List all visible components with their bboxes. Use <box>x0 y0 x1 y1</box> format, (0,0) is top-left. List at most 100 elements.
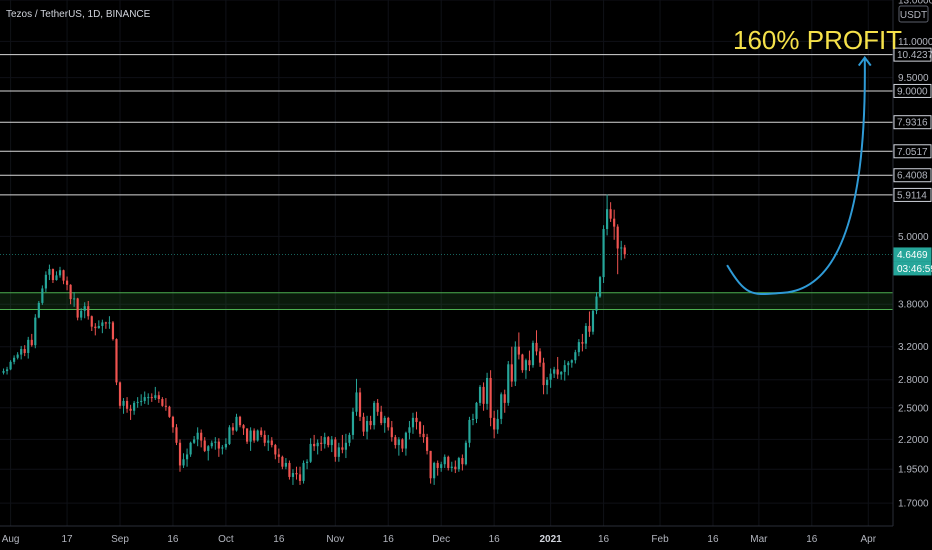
candle-body <box>376 402 379 412</box>
price-tick-label: 2.8000 <box>898 375 929 386</box>
candle <box>549 368 552 388</box>
candle-body <box>221 447 224 449</box>
candle-body <box>549 373 552 380</box>
level-price-tag-box <box>893 187 932 202</box>
candle-body <box>94 326 97 329</box>
candle-body <box>83 306 86 311</box>
candle-body <box>425 437 429 451</box>
candle-body <box>369 420 372 426</box>
candle-body <box>115 339 118 383</box>
candle-body <box>30 339 33 346</box>
candle-body <box>207 446 210 451</box>
candle <box>108 316 111 329</box>
candle <box>376 399 379 416</box>
candle <box>556 356 559 379</box>
candle-body <box>581 342 584 344</box>
candle-body <box>253 430 256 441</box>
candle-body <box>185 454 189 460</box>
candle <box>443 454 446 468</box>
candle-body <box>401 439 404 449</box>
candle <box>450 461 453 472</box>
candle <box>27 336 30 359</box>
candle-body <box>373 402 376 426</box>
candle <box>125 397 129 413</box>
candle-body <box>203 440 206 451</box>
candle-body <box>147 397 150 399</box>
candle <box>616 224 619 275</box>
projection-arrow-layer <box>726 55 872 295</box>
level-price-tag: 10.4237 <box>893 47 932 62</box>
time-tick-label: 16 <box>806 534 818 545</box>
candle <box>242 424 245 435</box>
candle-body <box>574 352 577 361</box>
candle <box>104 321 107 329</box>
candle-body <box>298 474 302 481</box>
candle-body <box>606 209 609 230</box>
candle-body <box>171 416 175 428</box>
candle-body <box>104 322 107 324</box>
candle <box>528 350 531 372</box>
candle <box>20 345 23 360</box>
candle-body <box>404 432 408 449</box>
candle-body <box>415 417 418 423</box>
candle-body <box>44 274 47 289</box>
candle <box>235 413 238 432</box>
candle-body <box>514 346 517 382</box>
candle <box>471 413 475 426</box>
candle-body <box>454 466 457 470</box>
candle-body <box>485 377 489 404</box>
candle <box>408 420 411 440</box>
candle <box>433 461 436 485</box>
candle <box>147 393 150 405</box>
last-price-tag-box <box>893 247 932 262</box>
time-tick-label: 16 <box>707 534 719 545</box>
candle-body <box>129 408 132 411</box>
candle-body <box>475 402 478 419</box>
candle <box>591 309 595 335</box>
candle <box>373 400 376 430</box>
time-tick-label: 16 <box>598 534 610 545</box>
candle-body <box>542 362 545 386</box>
candle <box>517 332 520 360</box>
candle <box>567 361 570 376</box>
price-tick-label: 9.5000 <box>898 73 929 84</box>
candle <box>41 285 44 305</box>
candle-body <box>436 462 439 468</box>
level-price-tag: 6.4008 <box>893 168 932 183</box>
level-price-tag-text: 7.0517 <box>897 147 928 158</box>
candle <box>401 438 404 453</box>
candle <box>154 386 157 400</box>
candle-body <box>23 349 26 353</box>
price-tick-label: 3.8000 <box>898 300 929 311</box>
candle-body <box>556 369 559 375</box>
candle <box>16 352 19 360</box>
candle-body <box>584 325 588 344</box>
candle <box>309 438 312 463</box>
currency-unit-badge[interactable]: USDT <box>898 5 929 23</box>
candle <box>118 381 122 409</box>
candle-body <box>193 439 196 443</box>
candle-body <box>440 464 443 468</box>
time-tick-label: 16 <box>273 534 285 545</box>
candle-body <box>69 284 72 300</box>
time-tick-label: 2021 <box>539 534 562 545</box>
candle <box>214 437 217 450</box>
candle-body <box>214 441 217 443</box>
time-tick-label: Apr <box>861 534 877 545</box>
candle-body <box>358 392 362 417</box>
price-tick-label: 1.7000 <box>898 499 929 510</box>
candle-body <box>101 322 104 326</box>
candle-body <box>65 280 69 285</box>
candle <box>478 385 482 406</box>
candle-body <box>348 434 351 443</box>
candle-body <box>602 229 605 278</box>
candle <box>380 405 383 426</box>
candle <box>288 460 291 480</box>
time-tick-label: Feb <box>651 534 669 545</box>
candle-body <box>178 442 182 466</box>
candle <box>136 397 139 408</box>
chart-title: Tezos / TetherUS, 1D, BINANCE <box>6 9 151 20</box>
candle <box>503 389 506 413</box>
last-price-tag: 4.6469 <box>893 247 932 262</box>
candle-body <box>489 377 492 418</box>
